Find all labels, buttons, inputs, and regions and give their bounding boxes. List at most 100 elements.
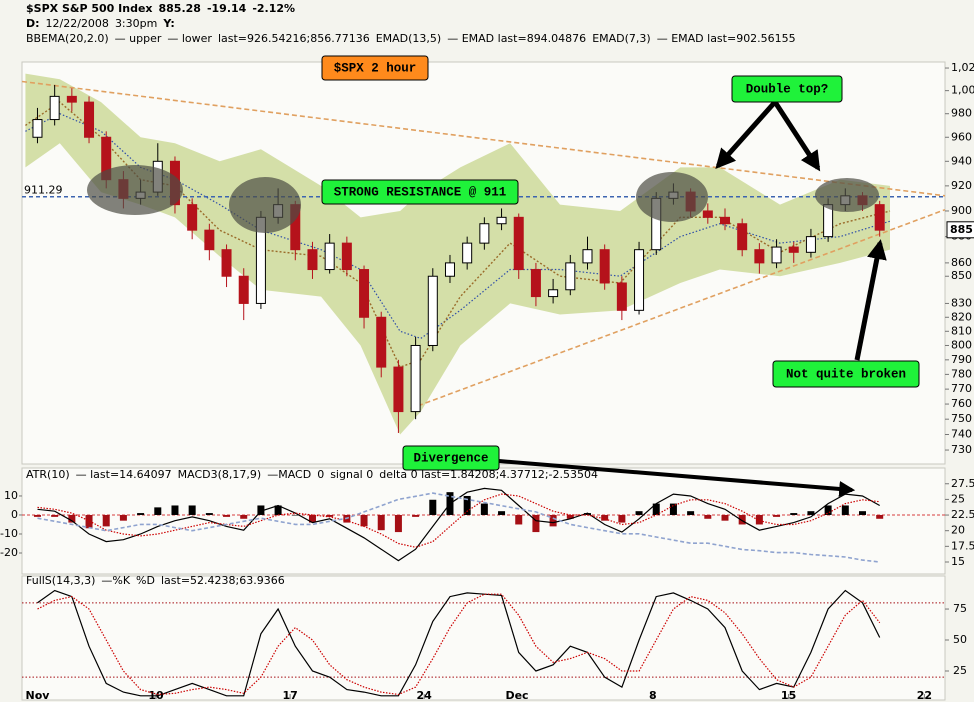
- legend-text: $SPX S&P 500 Index: [26, 2, 153, 15]
- y2-tick-label: 17.5: [951, 539, 974, 552]
- y-tick-label: 820: [951, 310, 972, 323]
- histogram-bar: [119, 514, 127, 521]
- plot-layer: 911.291,0201,000980960940920900880860850…: [0, 61, 974, 702]
- candle-body: [410, 344, 421, 413]
- histogram-bar: [360, 514, 368, 527]
- legend-text: FullS(14,3,3): [26, 574, 95, 587]
- legend-text: EMAD(7,3): [592, 32, 651, 45]
- y-tick-label: 25: [953, 664, 967, 677]
- annotation: Not quite broken: [786, 367, 906, 381]
- candle-body: [805, 236, 816, 253]
- histogram-bar: [652, 503, 660, 515]
- legend-text: MACD3(8,17,9): [178, 468, 262, 481]
- candle-body: [359, 269, 370, 318]
- candle-body: [530, 269, 541, 298]
- candle-body: [754, 249, 765, 264]
- y-tick-label: -20: [0, 546, 18, 559]
- legend-text: signal 0: [330, 468, 373, 481]
- histogram-bar: [102, 514, 110, 527]
- candle-body: [719, 216, 730, 225]
- y-tick-label: 810: [951, 324, 972, 337]
- x-tick-label: 22: [917, 689, 932, 702]
- histogram-bar: [858, 511, 866, 515]
- legend-text: 885.28: [159, 2, 201, 15]
- candle-body: [788, 246, 799, 253]
- candle-body: [66, 95, 77, 103]
- histogram-bar: [515, 514, 523, 525]
- y-tick-label: -10: [0, 527, 18, 540]
- annotation-layer: $SPX 2 hour STRONG RESISTANCE @ 911 Doub…: [26, 2, 920, 497]
- y-tick-label: 0: [11, 508, 18, 521]
- histogram-bar: [51, 514, 59, 517]
- highlight: [636, 172, 708, 222]
- legend-text: ATR(10): [26, 468, 70, 481]
- legend-text: -2.12%: [252, 2, 295, 15]
- annotation: $SPX 2 hour: [334, 61, 417, 75]
- histogram-bar: [463, 495, 471, 515]
- histogram-bar: [755, 514, 763, 525]
- annotation-box: [402, 445, 500, 471]
- histogram-bar: [601, 514, 609, 521]
- candle-body: [49, 95, 60, 121]
- candle-body: [479, 223, 490, 244]
- candle-body: [307, 249, 318, 271]
- y2-tick-label: 15: [951, 555, 965, 568]
- legend-text: — upper: [115, 32, 162, 45]
- legend-text: last=926.54216;856.77136: [218, 32, 370, 45]
- histogram-bar: [687, 511, 695, 515]
- indicator-line: [37, 493, 880, 548]
- candle-body: [616, 282, 627, 311]
- candle-body: [444, 262, 455, 277]
- legend-text: — last=14.64097: [76, 468, 172, 481]
- y-tick-label: 780: [951, 367, 972, 380]
- histogram-bar: [841, 505, 849, 515]
- x-tick-label: 24: [417, 689, 433, 702]
- y-tick-label: 750: [951, 412, 972, 425]
- histogram-bar: [876, 514, 884, 519]
- annotation-box: [321, 179, 519, 205]
- histogram-bar: [738, 514, 746, 525]
- y-tick-label: 980: [951, 107, 972, 120]
- histogram-bar: [704, 514, 712, 519]
- candle-body: [874, 204, 885, 231]
- histogram-bar: [85, 514, 93, 529]
- y-tick-label: 770: [951, 382, 972, 395]
- histogram-bar: [154, 507, 162, 515]
- legend-text: — EMAD last=894.04876: [447, 32, 586, 45]
- ema-13: [25, 113, 891, 340]
- candle-body: [341, 242, 352, 271]
- indicator-line: [37, 492, 880, 563]
- y2-tick-label: 20: [951, 524, 965, 537]
- bollinger-band: [25, 73, 890, 435]
- legend-text: BBEMA(20,2.0): [26, 32, 109, 45]
- histogram-bar: [566, 514, 574, 519]
- y-tick-label: 730: [951, 443, 972, 456]
- legend-text: %D: [136, 574, 155, 587]
- candle-body: [702, 210, 713, 218]
- ema-7: [25, 101, 891, 368]
- y-tick-label: 830: [951, 296, 972, 309]
- macd-panel: [21, 467, 946, 575]
- legend-text: last=52.4238;63.9366: [161, 574, 285, 587]
- trendline: [21, 80, 946, 197]
- indicator-line: [37, 593, 881, 696]
- annotation-box: [731, 75, 843, 103]
- candle-body: [496, 216, 507, 225]
- candle-body: [187, 204, 198, 231]
- last-price-label: 885.: [950, 223, 974, 236]
- annotation: Divergence: [413, 451, 488, 465]
- x-tick-label: Dec: [505, 689, 528, 702]
- histogram-bar: [429, 499, 437, 515]
- histogram-bar: [635, 511, 643, 515]
- arrow: [772, 100, 821, 172]
- histogram-bar: [68, 514, 76, 523]
- histogram-bar: [394, 514, 402, 533]
- histogram-bar: [377, 514, 385, 531]
- histogram-bar: [274, 505, 282, 515]
- y-tick-label: 850: [951, 269, 972, 282]
- histogram-bar: [171, 505, 179, 515]
- candle-body: [634, 249, 645, 311]
- legend-text: EMAD(13,5): [376, 32, 442, 45]
- legend-text: —%K: [101, 574, 130, 587]
